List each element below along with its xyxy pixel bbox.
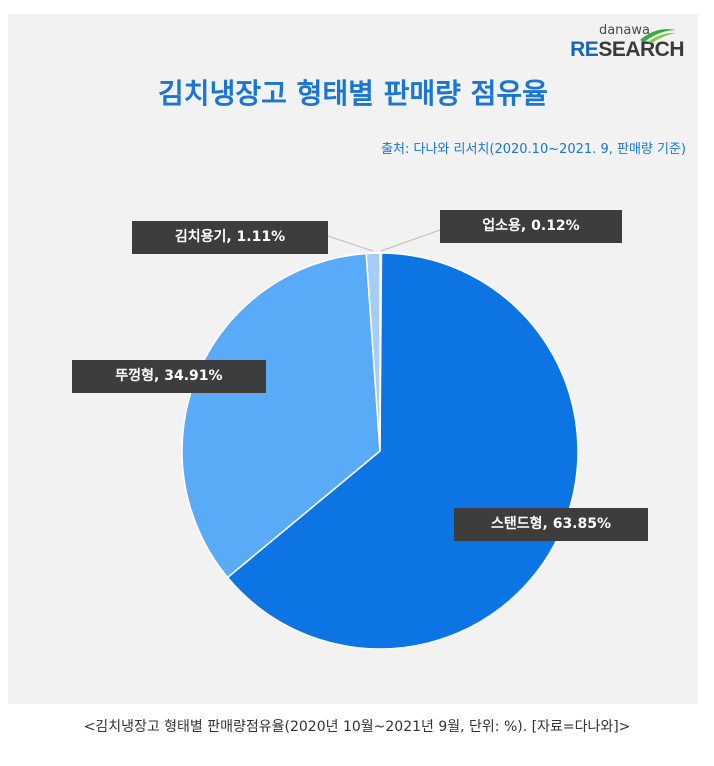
source-note: 출처: 다나와 리서치(2020.10~2021. 9, 판매량 기준)	[381, 142, 686, 157]
label-lid: 뚜껑형, 34.91%	[72, 360, 266, 393]
figure-caption: <김치냉장고 형태별 판매량점유율(2020년 10월~2021년 9월, 단위…	[83, 719, 631, 735]
logo-re: RE	[570, 38, 599, 61]
danawa-research-logo: danawa RESEARCH	[570, 24, 684, 62]
leader-lines	[327, 229, 441, 252]
pie-chart	[181, 229, 579, 650]
slice-container	[365, 252, 381, 452]
chart-panel: danawa RESEARCH 김치냉장고 형태별 판매량 점유율 출처: 다나…	[8, 14, 698, 704]
label-container: 김치용기, 1.11%	[132, 221, 328, 254]
leader-line-container	[327, 235, 374, 252]
label-commercial: 업소용, 0.12%	[440, 210, 622, 243]
logo-research-text: RESEARCH	[570, 38, 684, 62]
logo-swoosh-icon	[640, 29, 676, 43]
label-stand: 스탠드형, 63.85%	[454, 508, 648, 541]
leader-line-commercial	[380, 229, 441, 252]
pie-slices	[181, 252, 579, 650]
chart-title: 김치냉장고 형태별 판매량 점유율	[158, 77, 548, 110]
logo-danawa-text: danawa	[598, 23, 650, 38]
logo-search: SEARCH	[598, 38, 684, 61]
